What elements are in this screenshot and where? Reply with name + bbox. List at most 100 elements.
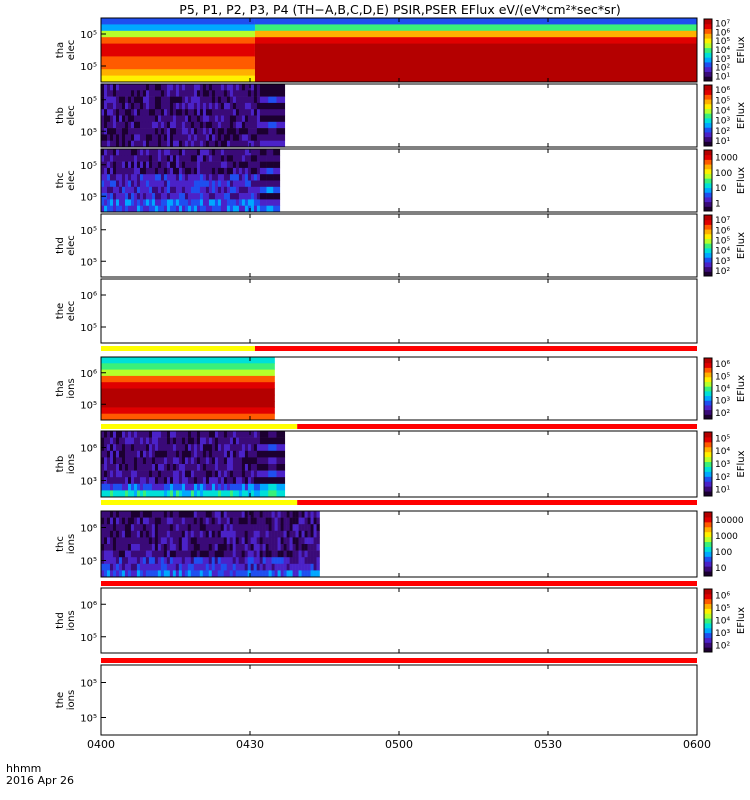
- spectrogram-cell: [193, 537, 198, 545]
- colorbar-swatch: [704, 647, 712, 653]
- spectrogram-cell: [112, 193, 117, 200]
- spectrogram-cell: [244, 464, 249, 471]
- spectrogram-cell: [199, 121, 204, 129]
- spectrogram-cell: [217, 134, 222, 141]
- colorbar-tick-label: 10⁶: [715, 360, 730, 370]
- spectrogram-cell: [235, 199, 240, 206]
- spectrogram-cell: [187, 524, 192, 532]
- spectrogram-cell: [193, 128, 198, 135]
- spectrogram-cell: [175, 121, 180, 129]
- spectrogram-cell: [208, 563, 213, 571]
- spectrogram-cell: [106, 444, 111, 452]
- spectrogram-cell: [127, 155, 132, 162]
- spectrogram-cell: [226, 477, 231, 485]
- spectrogram-cell: [238, 186, 243, 194]
- spectrogram-cell: [178, 550, 183, 558]
- spectrogram-cell: [217, 96, 222, 104]
- spectrogram-cell: [208, 199, 213, 206]
- spectrogram-cell: [211, 149, 216, 156]
- spectrogram-cell: [229, 128, 234, 135]
- spectrogram-cell: [115, 102, 120, 110]
- spectrogram-cell: [241, 477, 246, 485]
- spectrogram-cell: [316, 530, 320, 538]
- spectrogram-cell: [211, 102, 216, 110]
- spectrogram-cell: [151, 193, 156, 200]
- spectrogram-cell: [109, 457, 114, 465]
- spectrogram-cell: [118, 193, 123, 200]
- spectrogram-cell: [208, 155, 213, 162]
- spectrogram-cell: [199, 431, 204, 438]
- colorbar-tick-label: 10³: [715, 55, 730, 65]
- spectrogram-cell: [124, 155, 129, 162]
- spectrogram-cell: [112, 115, 117, 123]
- spectrogram-cell: [184, 563, 189, 571]
- spectrogram-cell: [130, 134, 135, 141]
- spectrogram-cell: [217, 511, 222, 518]
- spectrogram-cell: [169, 544, 174, 551]
- spectrogram-cell: [265, 537, 269, 545]
- spectrogram-cell: [181, 511, 186, 518]
- spectrogram-cell: [253, 563, 257, 571]
- spectrogram-cell: [130, 205, 135, 213]
- spectrogram-cell: [151, 557, 156, 565]
- spectrogram-cell: [148, 84, 153, 91]
- colorbar-swatch: [704, 141, 712, 147]
- spectrogram-cell: [217, 464, 222, 471]
- spectrogram-cell: [241, 437, 246, 445]
- spectrogram-cell: [154, 530, 159, 538]
- y-tick-label: 10⁵: [80, 192, 97, 203]
- spectrogram-cell: [181, 134, 186, 141]
- spectrogram-cell: [187, 140, 192, 148]
- spectrogram-cell: [160, 557, 165, 565]
- spectrogram-cell: [196, 530, 201, 538]
- spectrogram-cell: [166, 444, 171, 452]
- spectrogram-cell: [304, 537, 308, 545]
- spectrogram-cell: [175, 90, 180, 97]
- spectrogram-cell: [151, 524, 156, 532]
- spectrogram-cell: [187, 128, 192, 135]
- spectrogram-cell: [241, 511, 245, 518]
- spectrogram-cell: [103, 140, 108, 148]
- spectrogram-cell: [316, 511, 320, 518]
- colorbar-swatch: [704, 219, 712, 225]
- spectrogram-cell: [133, 544, 138, 551]
- spectrogram-cell: [169, 155, 174, 162]
- spectrogram-cell: [211, 134, 216, 141]
- spectrogram-cell: [157, 115, 162, 123]
- spectrogram-cell: [208, 457, 213, 465]
- spectrogram-cell: [169, 437, 174, 445]
- spectrogram-cell: [241, 161, 246, 169]
- spectrogram-cell: [235, 557, 240, 565]
- spectrogram-cell: [139, 109, 144, 116]
- colorbar-swatch: [704, 23, 712, 30]
- spectrogram-cell: [175, 477, 180, 485]
- spectrogram-cell: [112, 128, 117, 135]
- spectrogram-cell: [268, 90, 277, 97]
- spectrogram-cell: [157, 557, 162, 565]
- spectrogram-cell: [148, 483, 153, 491]
- spectrogram-cell: [205, 193, 210, 200]
- spectrogram-cell: [211, 470, 216, 478]
- spectrogram-cell: [151, 550, 156, 558]
- spectrogram-cell: [244, 524, 248, 532]
- spectrogram-cell: [253, 174, 258, 181]
- spectrogram-cell: [292, 524, 296, 532]
- spectrogram-cell: [259, 115, 269, 123]
- spectrogram-cell: [178, 109, 183, 116]
- spectrogram-cell: [190, 155, 195, 162]
- spectrogram-cell: [214, 205, 219, 213]
- spectrogram-cell: [109, 167, 114, 175]
- spectrogram-cell: [154, 102, 159, 110]
- spectrogram-cell: [154, 174, 159, 181]
- spectrogram-cell: [253, 431, 258, 438]
- colorbar-swatch: [704, 19, 712, 25]
- spectrogram-cell: [256, 450, 261, 458]
- spectrogram-cell: [235, 96, 240, 104]
- spectrogram-cell: [217, 102, 222, 110]
- spectrogram-cell: [121, 477, 126, 485]
- spectrogram-cell: [151, 180, 156, 188]
- spectrogram-cell: [190, 149, 195, 156]
- spectrogram-cell: [256, 517, 260, 525]
- spectrogram-cell: [166, 530, 171, 538]
